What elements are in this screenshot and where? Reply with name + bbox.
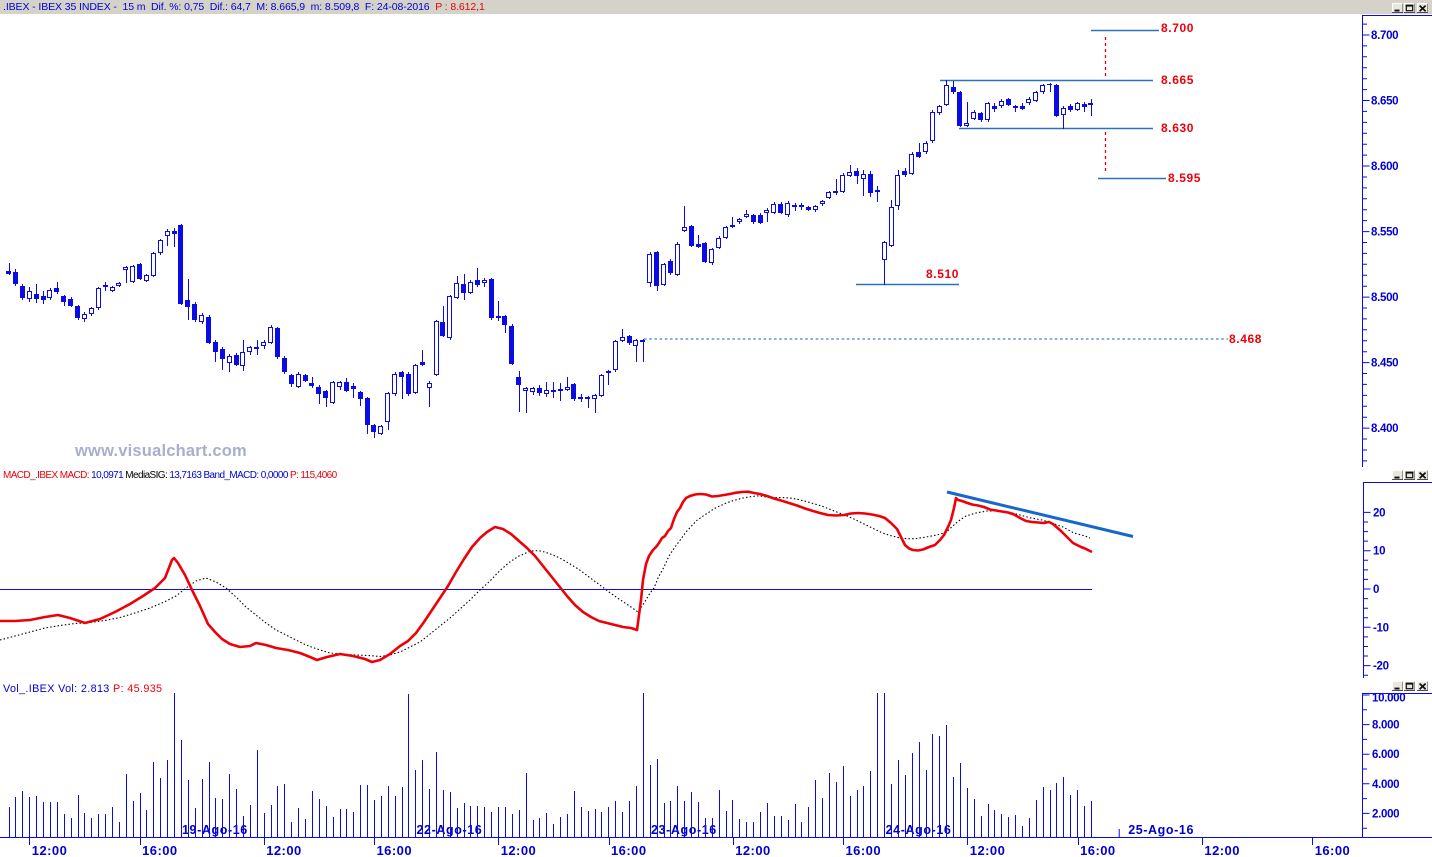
svg-text:22-Ago-16: 22-Ago-16	[417, 823, 483, 837]
svg-text:12:00: 12:00	[970, 843, 1006, 857]
svg-text:10: 10	[1373, 546, 1385, 558]
svg-text:8.665: 8.665	[1161, 73, 1194, 87]
svg-text:-10: -10	[1373, 622, 1389, 634]
svg-text:8.000: 8.000	[1372, 720, 1399, 732]
svg-text:16:00: 16:00	[142, 843, 178, 857]
svg-text:8.700: 8.700	[1371, 30, 1398, 42]
svg-text:25-Ago-16: 25-Ago-16	[1128, 823, 1194, 837]
svg-text:2.000: 2.000	[1372, 808, 1399, 820]
svg-text:8.510: 8.510	[926, 267, 959, 281]
svg-text:16:00: 16:00	[1315, 843, 1351, 857]
svg-text:8.550: 8.550	[1371, 227, 1398, 239]
svg-text:12:00: 12:00	[1204, 843, 1240, 857]
svg-text:19-Ago-16: 19-Ago-16	[182, 823, 248, 837]
svg-text:8.500: 8.500	[1371, 292, 1398, 304]
svg-text:8.595: 8.595	[1168, 171, 1201, 185]
svg-text:-20: -20	[1373, 661, 1389, 673]
svg-text:12:00: 12:00	[266, 843, 302, 857]
svg-text:0: 0	[1373, 584, 1379, 596]
svg-text:8.600: 8.600	[1371, 161, 1398, 173]
svg-text:23-Ago-16: 23-Ago-16	[651, 823, 717, 837]
svg-text:16:00: 16:00	[846, 843, 882, 857]
svg-text:6.000: 6.000	[1372, 749, 1399, 761]
svg-text:16:00: 16:00	[611, 843, 647, 857]
svg-text:24-Ago-16: 24-Ago-16	[886, 823, 952, 837]
svg-text:8.630: 8.630	[1161, 121, 1194, 135]
svg-text:8.400: 8.400	[1371, 423, 1398, 435]
svg-text:16:00: 16:00	[377, 843, 413, 857]
svg-text:12:00: 12:00	[501, 843, 537, 857]
svg-text:8.450: 8.450	[1371, 358, 1398, 370]
svg-text:12:00: 12:00	[32, 843, 68, 857]
svg-text:4.000: 4.000	[1372, 779, 1399, 791]
svg-text:8.650: 8.650	[1371, 96, 1398, 108]
svg-text:8.700: 8.700	[1161, 21, 1194, 35]
svg-text:8.468: 8.468	[1229, 332, 1262, 346]
svg-text:16:00: 16:00	[1080, 843, 1116, 857]
svg-text:Vol_.IBEX Vol: 2.813 P: 45.935: Vol_.IBEX Vol: 2.813 P: 45.935	[3, 683, 162, 695]
svg-text:20: 20	[1373, 507, 1385, 519]
svg-text:MACD_.IBEX MACD: 10,0971 Media: MACD_.IBEX MACD: 10,0971 MediaSIG: 13,71…	[3, 470, 338, 481]
svg-text:12:00: 12:00	[735, 843, 771, 857]
svg-text:www.visualchart.com: www.visualchart.com	[74, 442, 247, 460]
svg-text:10.000: 10.000	[1372, 693, 1405, 705]
